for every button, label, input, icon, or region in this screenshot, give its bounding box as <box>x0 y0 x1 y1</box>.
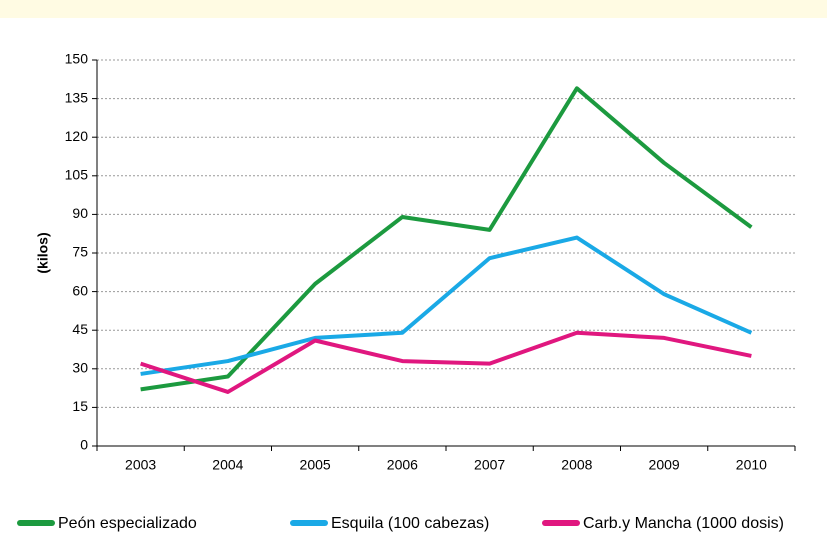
y-tick-label: 150 <box>65 51 89 67</box>
x-tick-label: 2010 <box>736 457 767 473</box>
y-tick-label: 30 <box>72 360 88 376</box>
legend-label: Peón especializado <box>58 515 197 532</box>
y-tick-label: 0 <box>80 437 88 453</box>
legend-label: Esquila (100 cabezas) <box>331 515 489 532</box>
series-line <box>140 86 753 392</box>
x-tick-label: 2004 <box>212 457 243 473</box>
x-tick-label: 2009 <box>649 457 680 473</box>
y-tick-label: 90 <box>72 205 88 221</box>
panel <box>0 18 827 545</box>
series-line <box>140 330 752 394</box>
y-tick-label: 15 <box>72 398 88 414</box>
x-tick-label: 2006 <box>387 457 418 473</box>
y-tick-label: 75 <box>72 244 88 260</box>
y-axis-label: (kilos) <box>35 232 51 273</box>
y-tick-label: 45 <box>72 321 88 337</box>
series-line <box>140 235 753 376</box>
x-tick-label: 2005 <box>300 457 331 473</box>
y-tick-label: 105 <box>65 167 89 183</box>
x-tick-label: 2003 <box>125 457 156 473</box>
x-tick-label: 2008 <box>561 457 592 473</box>
y-tick-label: 120 <box>65 128 89 144</box>
y-tick-label: 60 <box>72 282 88 298</box>
x-tick-label: 2007 <box>474 457 505 473</box>
y-tick-label: 135 <box>65 89 89 105</box>
legend-label: Carb.y Mancha (1000 dosis) <box>583 515 784 532</box>
